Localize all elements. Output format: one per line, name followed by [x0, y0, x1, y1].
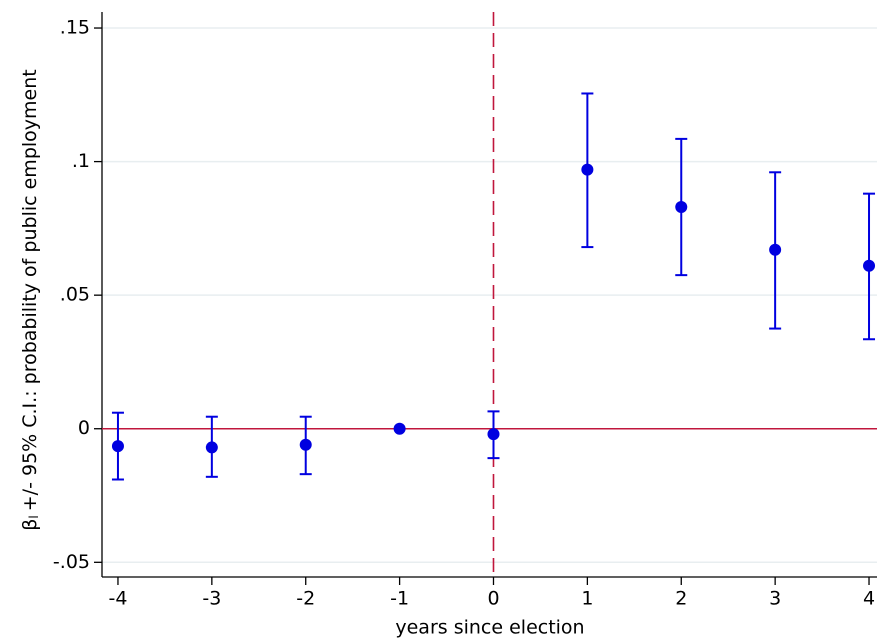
x-tick-label: -4 [108, 588, 127, 610]
y-axis-label: βl +/- 95% C.I.: probability of public em… [19, 69, 41, 530]
point [581, 163, 594, 176]
y-tick-label: 0 [78, 417, 90, 439]
point [863, 259, 876, 272]
y-tick-label: -.05 [53, 551, 90, 573]
x-tick-label: 3 [769, 588, 781, 610]
y-tick-label: .05 [60, 284, 90, 306]
x-tick-label: 4 [863, 588, 875, 610]
y-tick-label: .1 [72, 150, 90, 172]
point [205, 441, 218, 454]
y-label-subscript: l [27, 515, 41, 518]
y-tick-label: .15 [60, 17, 90, 39]
x-tick-label: 2 [675, 588, 687, 610]
point [769, 243, 782, 256]
x-tick-label: 0 [487, 588, 499, 610]
point [299, 438, 312, 451]
point [111, 440, 124, 453]
x-axis-label: years since election [395, 617, 584, 639]
x-tick-label: -3 [202, 588, 221, 610]
point [393, 422, 406, 435]
x-tick-label: 1 [581, 588, 593, 610]
y-label-text: +/- 95% C.I.: probability of public empl… [19, 69, 41, 511]
point [487, 428, 500, 441]
point [675, 201, 688, 214]
y-label-symbol: β [19, 519, 41, 531]
x-tick-label: -1 [390, 588, 409, 610]
x-tick-label: -2 [296, 588, 315, 610]
